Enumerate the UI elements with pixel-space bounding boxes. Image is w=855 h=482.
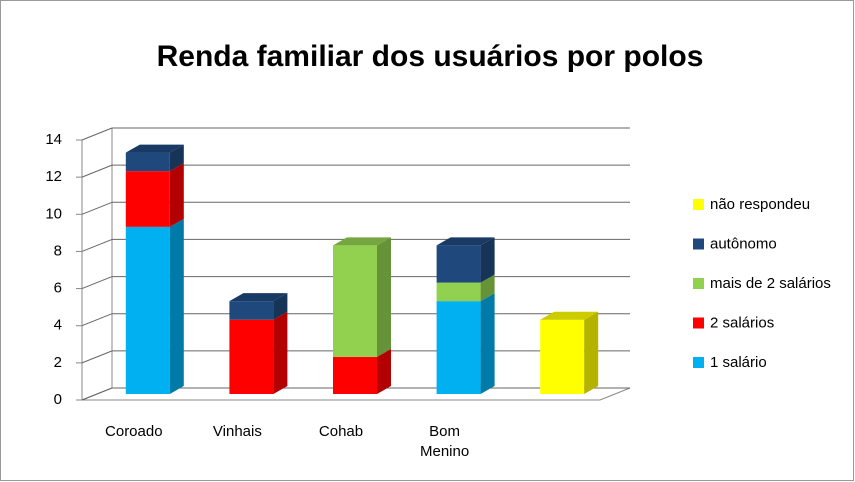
x-tick-label: Cohab xyxy=(318,423,364,440)
y-tick-label: 12 xyxy=(45,168,62,185)
y-tick-label: 10 xyxy=(45,205,62,222)
y-tick-label: 2 xyxy=(54,354,62,371)
bar-side xyxy=(584,311,599,394)
legend-label: 2 salários xyxy=(710,314,774,331)
y-tick-label: 4 xyxy=(54,317,62,334)
grid-line-side xyxy=(81,387,113,401)
bar-top xyxy=(333,237,391,246)
bar-side xyxy=(273,293,288,320)
bar xyxy=(333,356,377,394)
x-tick-label: Vinhais xyxy=(212,423,262,440)
bar-side xyxy=(169,218,184,394)
bar xyxy=(125,171,170,227)
legend-swatch xyxy=(693,238,704,250)
grid-line-side xyxy=(81,164,113,178)
y-tick-label: 0 xyxy=(54,391,62,408)
legend-label: mais de 2 salários xyxy=(710,275,831,292)
bar-top xyxy=(436,237,495,246)
bar-side xyxy=(480,274,495,302)
bar-side xyxy=(169,163,184,227)
chart-title: Renda familiar dos usuários por polos xyxy=(157,40,704,73)
bar-side xyxy=(377,348,391,394)
grid-line-side xyxy=(81,350,113,364)
legend-label: autônomo xyxy=(710,235,777,252)
bar xyxy=(540,319,585,394)
legend-label: não respondeu xyxy=(710,196,810,213)
grid-line-side xyxy=(81,276,113,290)
bar xyxy=(125,152,170,172)
bar-side xyxy=(273,311,288,394)
legend-swatch xyxy=(693,317,704,329)
grid-line-side xyxy=(81,238,113,252)
bar xyxy=(333,245,377,357)
legend-swatch xyxy=(693,357,704,368)
bar xyxy=(436,245,481,283)
x-tick-label: Coroado xyxy=(105,423,163,440)
grid-line-side xyxy=(81,313,113,327)
bar-side xyxy=(480,293,495,394)
y-tick-label: 14 xyxy=(45,131,62,148)
bar xyxy=(229,319,274,394)
y-tick-label: 6 xyxy=(54,280,62,297)
bar-side xyxy=(169,144,184,172)
bar-top xyxy=(229,293,288,302)
x-tick-label: Bom Menino xyxy=(419,423,470,460)
bar-side xyxy=(480,237,495,283)
bar xyxy=(125,226,170,394)
bar xyxy=(229,301,274,320)
legend-swatch xyxy=(693,278,704,289)
bar xyxy=(436,282,481,302)
legend-label: 1 salário xyxy=(710,354,767,371)
bar xyxy=(436,301,481,394)
legend-swatch xyxy=(693,199,704,210)
bar-top xyxy=(125,144,184,153)
bar-top xyxy=(540,311,599,320)
y-tick-label: 8 xyxy=(54,242,62,259)
grid-line-side xyxy=(81,127,113,141)
bar-side xyxy=(377,237,391,357)
grid-line-side xyxy=(81,201,113,215)
